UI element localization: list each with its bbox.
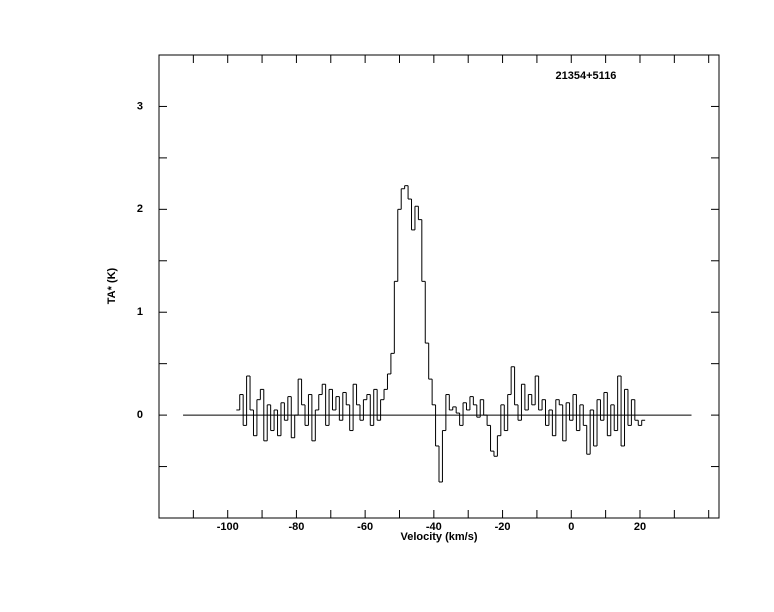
- y-tick-label: 3: [137, 100, 143, 112]
- x-tick-label: -20: [495, 521, 511, 533]
- chart-title: 21354+5116: [556, 70, 617, 82]
- x-tick-label: 0: [568, 521, 574, 533]
- x-tick-label: -60: [357, 521, 373, 533]
- x-tick-label: -100: [217, 521, 239, 533]
- y-axis-label: TA* (K): [106, 267, 118, 304]
- y-tick-label: 0: [137, 409, 143, 421]
- x-tick-label: -80: [288, 521, 304, 533]
- x-tick-label: -40: [426, 521, 442, 533]
- x-axis-label: Velocity (km/s): [400, 531, 477, 543]
- step-connectors: [239, 185, 643, 482]
- y-tick-label: 1: [137, 306, 143, 318]
- x-tick-label: 20: [634, 521, 646, 533]
- y-tick-label: 2: [137, 203, 143, 215]
- plot-frame: [158, 54, 720, 519]
